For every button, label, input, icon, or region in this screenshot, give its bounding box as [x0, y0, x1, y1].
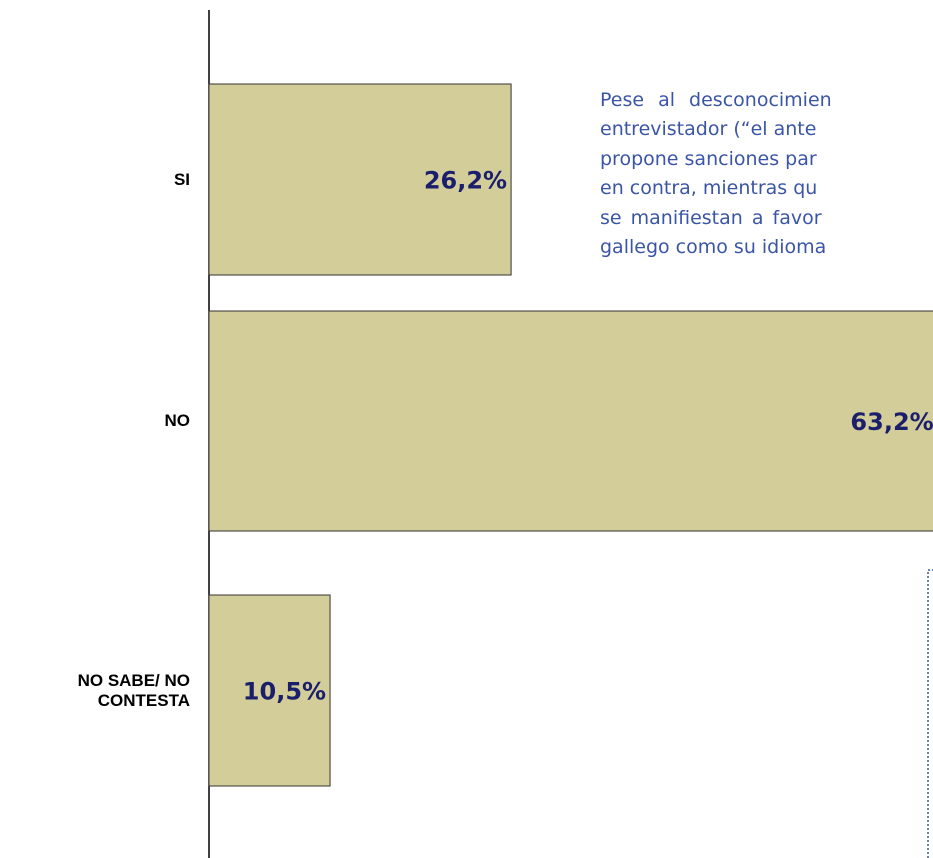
- category-label: NO SABE/ NO CONTESTA: [77, 670, 190, 710]
- category-label: SI: [173, 169, 190, 189]
- paragraph: Pese al desconocimien entrevistador (“el …: [600, 86, 933, 262]
- value-label: 10,5%: [243, 678, 326, 706]
- bar: [208, 83, 512, 276]
- text-line: se manifiestan a favor: [600, 206, 822, 229]
- text-line: gallego como su idioma: [600, 236, 827, 259]
- text-line: propone sanciones par: [600, 147, 817, 170]
- text-line: entrevistador (“el ante: [600, 118, 817, 141]
- bar: [208, 310, 933, 532]
- category-label: NO: [164, 411, 191, 430]
- value-label: 63,2%: [850, 408, 933, 436]
- bar: [208, 594, 331, 787]
- dotted-box: [927, 569, 933, 858]
- text-line: Pese al desconocimien: [600, 89, 832, 111]
- text-line: en contra, mientras qu: [600, 177, 818, 200]
- value-label: 26,2%: [424, 167, 507, 195]
